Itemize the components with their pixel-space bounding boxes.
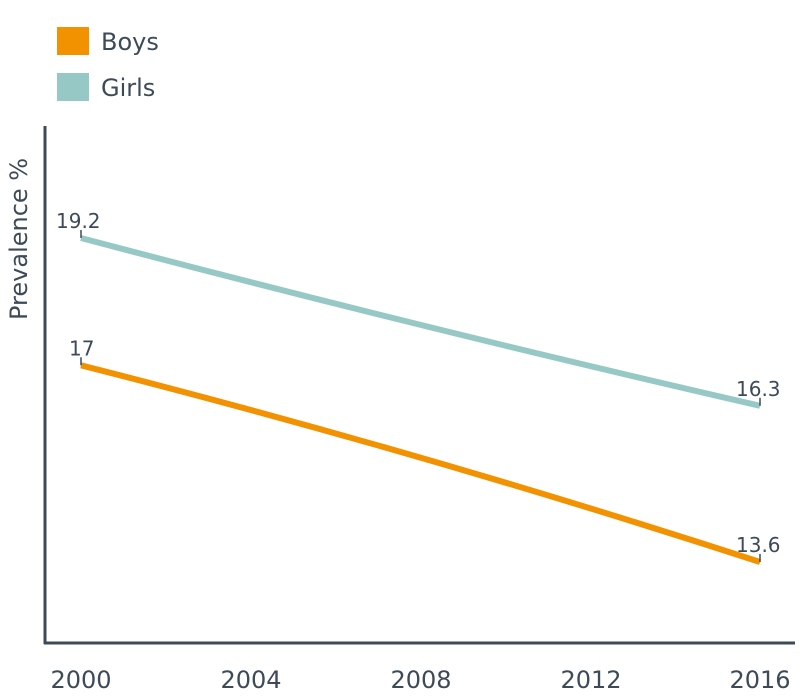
legend-swatch-boys <box>57 27 89 55</box>
series-line-boys <box>80 362 761 565</box>
y-axis-title: Prevalence % <box>5 158 33 320</box>
x-tick-label-2004: 2004 <box>220 666 281 694</box>
x-tick-label-2016: 2016 <box>729 666 790 694</box>
data-label-girls-2000: 19.2 <box>56 209 101 233</box>
legend-swatch-girls <box>57 73 89 101</box>
legend-label-girls: Girls <box>101 74 155 102</box>
x-tick-label-2012: 2012 <box>560 666 621 694</box>
data-label-boys-2016: 13.6 <box>736 533 781 557</box>
legend-label-boys: Boys <box>101 28 159 56</box>
data-label-girls-2016: 16.3 <box>736 377 781 401</box>
legend: Boys Girls <box>57 27 159 102</box>
data-label-boys-2000: 17 <box>69 336 94 360</box>
x-tick-labels: 2000 2004 2008 2012 2016 <box>50 666 790 694</box>
x-tick-label-2000: 2000 <box>50 666 111 694</box>
x-tick-label-2008: 2008 <box>390 666 451 694</box>
series-line-girls <box>80 235 761 409</box>
